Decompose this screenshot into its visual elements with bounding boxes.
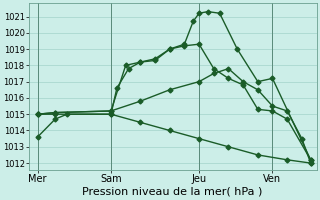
X-axis label: Pression niveau de la mer( hPa ): Pression niveau de la mer( hPa ) — [83, 187, 263, 197]
